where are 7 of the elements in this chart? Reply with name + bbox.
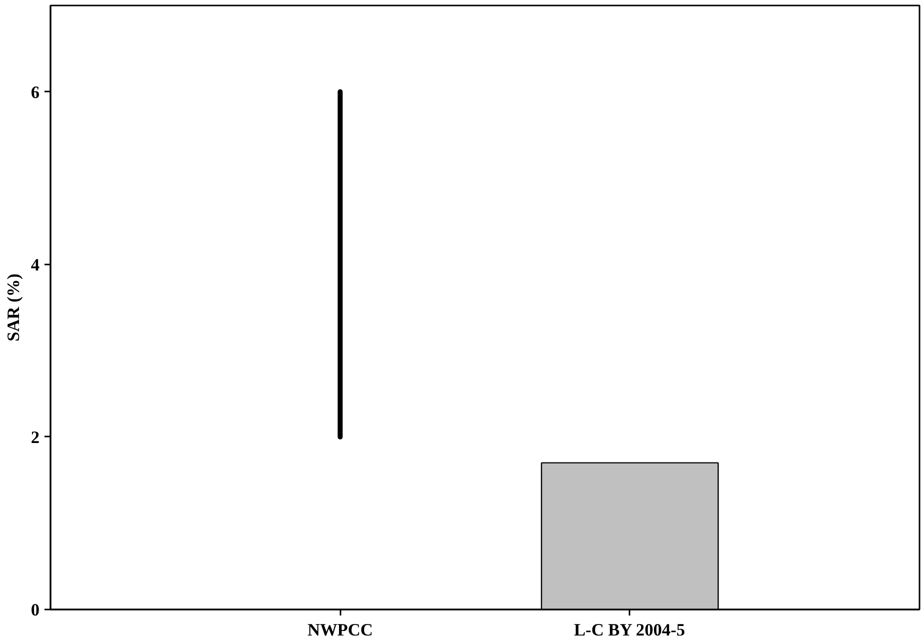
y-tick-label: 2 (30, 428, 40, 447)
x-tick-label: L-C BY 2004-5 (574, 620, 686, 640)
y-tick-label: 4 (30, 255, 40, 274)
y-tick-label: 0 (30, 600, 40, 620)
y-axis-title: SAR (%) (4, 273, 23, 342)
y-tick-label: 6 (30, 82, 40, 102)
x-tick-label: NWPCC (307, 620, 373, 640)
